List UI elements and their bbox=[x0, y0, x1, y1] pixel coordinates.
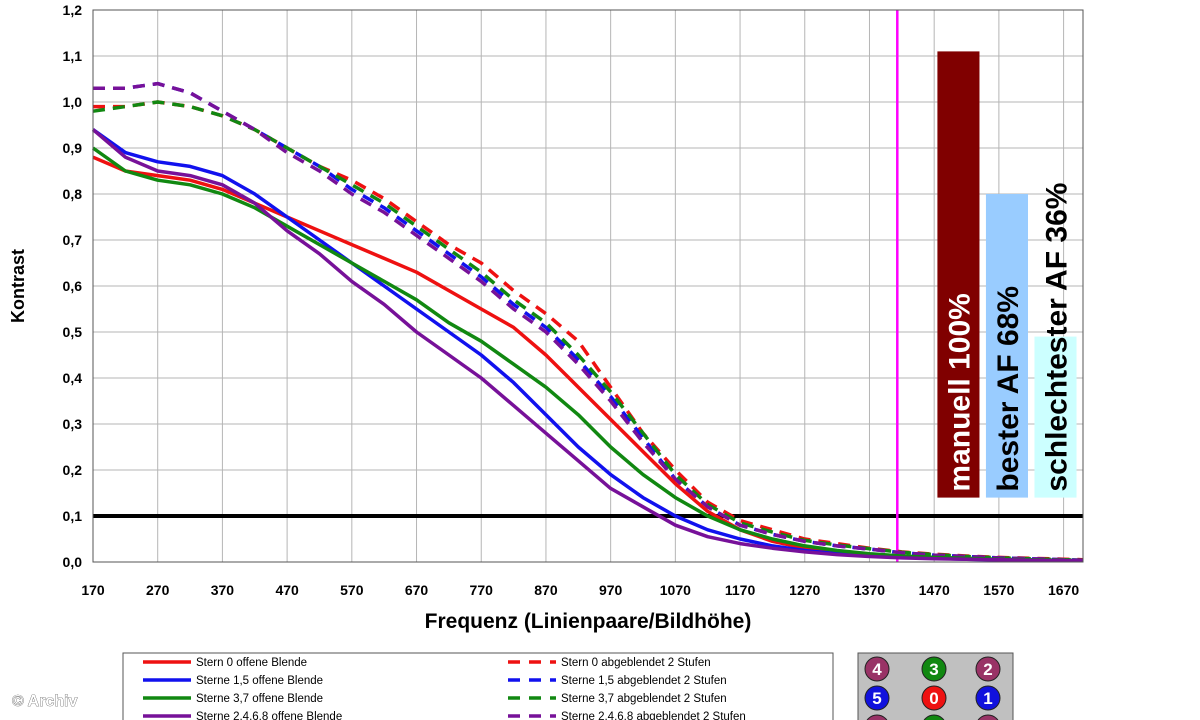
star-badge-panel: 4 3 2 5 0 1 bbox=[857, 652, 1014, 720]
star-badge-label: 0 bbox=[929, 689, 938, 708]
score-bar bbox=[985, 194, 1028, 498]
star-badge-label: 5 bbox=[872, 689, 881, 708]
x-tick-label: 370 bbox=[211, 582, 235, 598]
x-tick-label: 770 bbox=[470, 582, 494, 598]
x-tick-label: 470 bbox=[275, 582, 299, 598]
y-tick-label: 0,1 bbox=[63, 508, 83, 524]
y-tick-label: 1,2 bbox=[63, 2, 83, 18]
bar-label: manuell 100% bbox=[943, 293, 976, 491]
x-tick-label: 1570 bbox=[983, 582, 1014, 598]
grid bbox=[92, 9, 1083, 563]
legend-label: Sterne 3,7 abgeblendet 2 Stufen bbox=[561, 693, 727, 705]
x-tick-label: 1370 bbox=[854, 582, 885, 598]
legend-label: Stern 0 offene Blende bbox=[196, 657, 307, 669]
y-tick-label: 0,7 bbox=[63, 232, 83, 248]
y-tick-labels: 0,0 0,1 0,2 0,3 0,4 0,5 0,6 0,7 0,8 0,9 1,0 1,1 1,2 bbox=[63, 2, 83, 570]
x-tick-label: 870 bbox=[534, 582, 558, 598]
series-line bbox=[91, 128, 1083, 563]
y-tick-label: 1,1 bbox=[63, 48, 83, 64]
x-tick-label: 970 bbox=[599, 582, 623, 598]
legend-box bbox=[122, 652, 834, 720]
y-axis-title: Kontrast bbox=[8, 249, 28, 323]
series-line bbox=[92, 100, 1084, 562]
x-tick-label: 1270 bbox=[789, 582, 820, 598]
y-tick-label: 0,5 bbox=[63, 324, 83, 340]
legend-label: Sterne 2,4,6,8 abgeblendet 2 Stufen bbox=[561, 711, 746, 720]
y-tick-label: 0,8 bbox=[63, 186, 83, 202]
y-tick-label: 0,4 bbox=[63, 370, 83, 386]
star-badge-label: 4 bbox=[872, 660, 882, 679]
x-tick-label: 670 bbox=[405, 582, 429, 598]
legend-label: Sterne 2,4,6,8 offene Blende bbox=[196, 711, 342, 720]
bar-group: manuell 100% bester AF 68% schlechtester A… bbox=[937, 51, 1077, 498]
badge-grid: 4 3 2 5 0 1 bbox=[864, 656, 1001, 720]
legend-items: Stern 0 offene Blende Sterne 1,5 offene B… bbox=[143, 657, 746, 720]
star-badge bbox=[864, 685, 890, 711]
x-tick-label: 570 bbox=[340, 582, 364, 598]
score-bar bbox=[1034, 336, 1077, 498]
legend-label: Sterne 3,7 offene Blende bbox=[196, 693, 323, 705]
star-badge-label: 2 bbox=[983, 660, 992, 679]
y-tick-label: 0,6 bbox=[63, 278, 83, 294]
bar-label: bester AF 68% bbox=[992, 286, 1025, 492]
star-badge-label: 3 bbox=[929, 660, 938, 679]
star-badge bbox=[864, 656, 890, 682]
score-bar bbox=[937, 51, 980, 498]
y-tick-label: 0,2 bbox=[63, 462, 83, 478]
plot-frame bbox=[92, 9, 1084, 563]
legend-label: Sterne 1,5 abgeblendet 2 Stufen bbox=[561, 675, 727, 687]
reference-lines bbox=[93, 10, 1083, 562]
x-tick-label: 1470 bbox=[919, 582, 950, 598]
star-badge bbox=[921, 685, 947, 711]
y-tick-label: 0,3 bbox=[63, 416, 83, 432]
legend-label: Sterne 1,5 offene Blende bbox=[196, 675, 323, 687]
bar-label: schlechtester AF 36% bbox=[1041, 183, 1074, 492]
star-badge bbox=[921, 656, 947, 682]
legend-label: Stern 0 abgeblendet 2 Stufen bbox=[561, 657, 711, 669]
series-lines bbox=[91, 81, 1084, 563]
credit-label: © Archiv bbox=[12, 693, 78, 710]
legend: Stern 0 offene Blende Sterne 1,5 offene B… bbox=[122, 652, 834, 720]
x-tick-labels: 170 270 370 470 570 670 770 870 970 1070 1170 1270 1… bbox=[81, 582, 1079, 598]
star-badge bbox=[975, 685, 1001, 711]
star-badge bbox=[923, 714, 945, 720]
star-badge-label: 1 bbox=[983, 689, 992, 708]
x-tick-label: 1170 bbox=[725, 582, 756, 598]
y-tick-label: 0,0 bbox=[63, 554, 83, 570]
y-tick-label: 1,0 bbox=[63, 94, 83, 110]
x-axis-title: Frequenz (Linienpaare/Bildhöhe) bbox=[425, 610, 752, 633]
star-badge bbox=[975, 656, 1001, 682]
x-tick-label: 1670 bbox=[1048, 582, 1079, 598]
x-tick-label: 170 bbox=[81, 582, 105, 598]
y-tick-label: 0,9 bbox=[63, 140, 83, 156]
x-tick-label: 270 bbox=[146, 582, 170, 598]
star-badge bbox=[977, 714, 999, 720]
star-badge bbox=[866, 714, 888, 720]
x-tick-label: 1070 bbox=[660, 582, 691, 598]
